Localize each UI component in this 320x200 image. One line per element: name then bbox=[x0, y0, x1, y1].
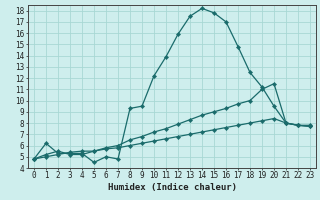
X-axis label: Humidex (Indice chaleur): Humidex (Indice chaleur) bbox=[108, 183, 236, 192]
